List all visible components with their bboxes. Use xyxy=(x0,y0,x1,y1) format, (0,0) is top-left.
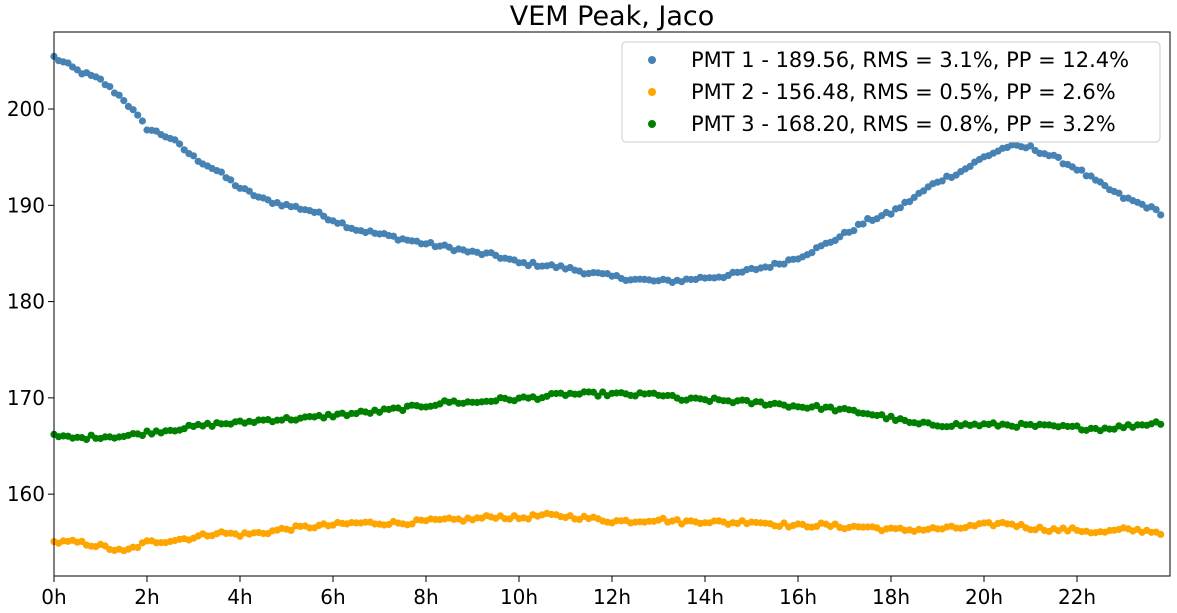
data-point xyxy=(1157,420,1165,428)
data-point xyxy=(82,435,91,444)
data-point xyxy=(780,260,788,268)
data-point xyxy=(171,136,179,144)
data-point xyxy=(1115,189,1123,197)
data-point xyxy=(896,204,904,212)
axes: 0h 2h 4h 6h 8h 10h 12h 14h 16h 18h 20h 22h 160 170 180… xyxy=(7,31,1171,609)
y-tick-label: 200 xyxy=(7,97,45,121)
x-tick-label: 8h xyxy=(413,585,438,609)
data-point xyxy=(399,406,407,415)
data-point xyxy=(966,162,974,170)
data-point xyxy=(859,220,867,228)
data-point xyxy=(408,520,416,528)
x-tick-label: 20h xyxy=(965,585,1003,609)
x-tick-label: 10h xyxy=(500,585,538,609)
data-point xyxy=(1087,172,1095,180)
data-point xyxy=(115,91,123,99)
data-point xyxy=(906,198,914,206)
x-tick-label: 22h xyxy=(1058,585,1096,609)
data-point xyxy=(1152,206,1160,214)
series-2-points xyxy=(50,509,1165,555)
data-point xyxy=(1073,422,1081,430)
data-point xyxy=(227,176,235,184)
data-point xyxy=(1054,153,1062,161)
x-tick-label: 18h xyxy=(872,585,910,609)
legend-label: PMT 1 - 189.56, RMS = 3.1%, PP = 12.4% xyxy=(691,48,1129,72)
data-point xyxy=(1101,182,1109,190)
x-tick-label: 12h xyxy=(593,585,631,609)
data-point xyxy=(1157,211,1165,219)
data-point xyxy=(138,431,146,440)
data-point xyxy=(134,543,142,552)
x-tick-label: 2h xyxy=(134,585,159,609)
data-point xyxy=(129,106,137,114)
data-point xyxy=(766,263,774,272)
y-tick-label: 160 xyxy=(7,482,45,506)
legend-label: PMT 2 - 156.48, RMS = 0.5%, PP = 2.6% xyxy=(691,80,1116,104)
data-point xyxy=(887,210,895,218)
data-point xyxy=(315,208,323,216)
x-tick-label: 4h xyxy=(227,585,252,609)
data-marks xyxy=(50,52,1165,555)
legend-box xyxy=(621,41,1161,143)
data-point xyxy=(673,516,681,524)
series-3-points xyxy=(50,388,1165,444)
data-point xyxy=(1026,142,1035,150)
data-point xyxy=(176,140,184,148)
data-point xyxy=(96,75,105,83)
y-tick-label: 170 xyxy=(7,386,45,410)
chart-title: VEM Peak, Jaco xyxy=(510,1,715,32)
data-point xyxy=(73,66,81,74)
data-point xyxy=(120,97,128,105)
data-point xyxy=(427,239,435,247)
data-point xyxy=(524,515,532,523)
legend: PMT 1 - 189.56, RMS = 3.1%, PP = 12.4% PM… xyxy=(621,41,1161,143)
data-point xyxy=(919,187,928,195)
data-point xyxy=(1078,166,1086,174)
y-tick-label: 180 xyxy=(7,290,45,314)
x-tick-label: 0h xyxy=(41,585,66,609)
data-point xyxy=(245,187,253,195)
data-point xyxy=(850,227,858,235)
y-tick-label: 190 xyxy=(7,193,45,217)
data-point xyxy=(338,219,346,227)
data-point xyxy=(836,233,844,241)
x-tick-label: 6h xyxy=(320,585,345,609)
legend-marker xyxy=(648,88,656,96)
legend-label: PMT 3 - 168.20, RMS = 0.8%, PP = 3.2% xyxy=(691,112,1116,136)
data-point xyxy=(887,412,895,420)
data-point xyxy=(287,526,295,535)
data-point xyxy=(529,258,537,266)
data-point xyxy=(808,249,816,257)
data-point xyxy=(106,83,114,91)
legend-marker xyxy=(648,56,656,64)
data-point xyxy=(938,177,946,185)
data-point xyxy=(910,193,918,202)
data-point xyxy=(594,392,602,400)
data-point xyxy=(134,111,142,119)
data-point xyxy=(217,168,225,176)
x-tick-label: 16h xyxy=(779,585,817,609)
series-1-points xyxy=(50,52,1165,286)
x-tick-label: 14h xyxy=(686,585,724,609)
data-point xyxy=(189,152,198,160)
data-point xyxy=(780,519,788,527)
legend-marker xyxy=(648,120,656,128)
data-point xyxy=(138,117,146,125)
data-point xyxy=(1157,530,1165,539)
data-point xyxy=(878,411,886,419)
